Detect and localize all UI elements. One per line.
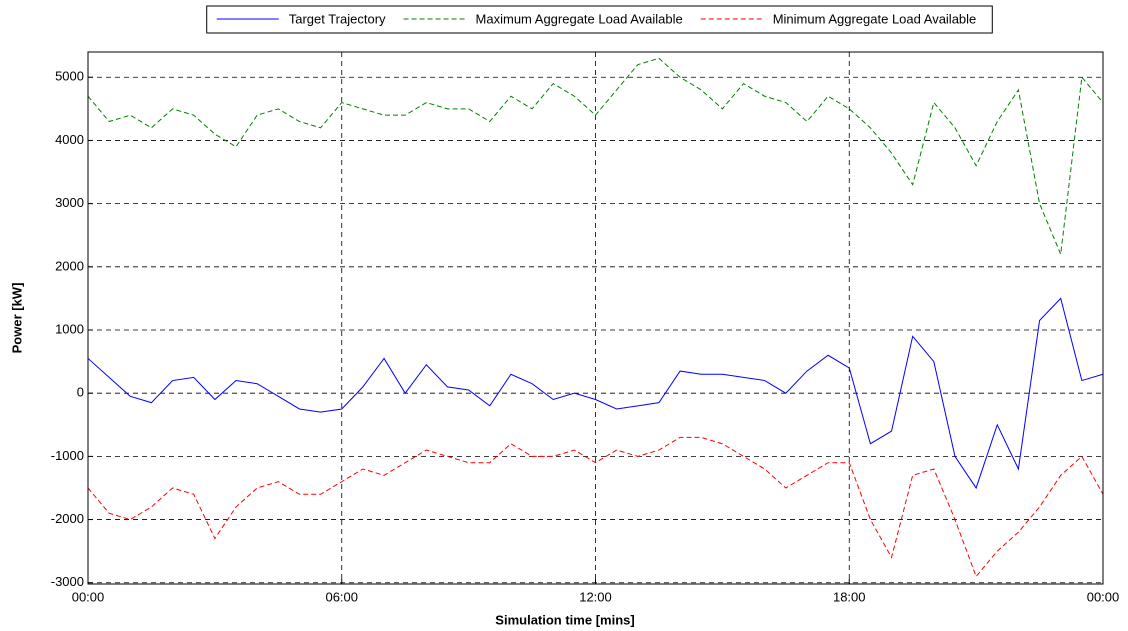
legend-box	[206, 5, 993, 34]
y-tick-label: -2000	[51, 511, 84, 526]
series-line	[87, 297, 1104, 490]
x-tick-label: 00:00	[72, 589, 105, 604]
legend-label: Target Trajectory	[289, 11, 386, 26]
x-axis-label: Simulation time [mins]	[495, 612, 634, 627]
series-line	[87, 57, 1104, 257]
y-axis-label: Power [kW]	[9, 283, 24, 354]
y-tick-label: -3000	[51, 574, 84, 589]
y-tick-label: 5000	[55, 69, 84, 84]
y-tick-label: 4000	[55, 132, 84, 147]
legend-label: Maximum Aggregate Load Available	[476, 11, 683, 26]
y-tick-label: 3000	[55, 195, 84, 210]
x-tick-label: 12:00	[579, 589, 612, 604]
y-tick-label: 2000	[55, 258, 84, 273]
series-line	[87, 436, 1104, 578]
x-tick-label: 18:00	[833, 589, 866, 604]
y-tick-label: 1000	[55, 321, 84, 336]
x-tick-label: 00:00	[1087, 589, 1120, 604]
plot-frame	[87, 51, 1104, 585]
y-tick-label: -1000	[51, 448, 84, 463]
y-tick-label: 0	[77, 385, 84, 400]
x-tick-label: 06:00	[325, 589, 358, 604]
legend-label: Minimum Aggregate Load Available	[773, 11, 977, 26]
